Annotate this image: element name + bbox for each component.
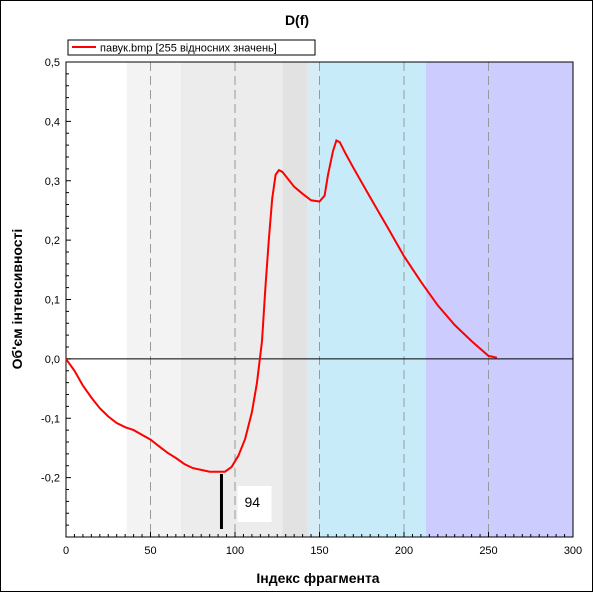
y-tick-label: 0,4 [45, 116, 60, 128]
marker-label-box [237, 486, 272, 522]
x-tick-label: 50 [144, 545, 156, 557]
background-band [126, 62, 181, 537]
legend-box [67, 39, 316, 56]
y-axis-ticks: -0,2 -0,1 0,0 0,1 0,2 0,3 0,4 0,5 [41, 57, 71, 538]
legend: павук.bmp [255 відносних значень] [67, 39, 316, 56]
marker-label: 94 [244, 494, 260, 510]
background-band [425, 62, 573, 537]
x-tick-label: 250 [479, 545, 497, 557]
grid-lines [150, 62, 489, 537]
x-tick-label: 0 [63, 545, 69, 557]
x-tick-label: 100 [226, 545, 244, 557]
series-line [65, 138, 498, 473]
legend-entry: павук.bmp [255 відносних значень] [100, 43, 277, 55]
x-tick-label: 300 [564, 545, 582, 557]
y-tick-label: -0,1 [41, 413, 60, 425]
y-tick-label: 0,1 [45, 295, 60, 307]
background-band [319, 62, 426, 537]
y-axis-title: Об'єм інтенсивності [9, 229, 25, 370]
x-axis-title: Індекс фрагмента [256, 570, 379, 586]
y-tick-label: -0,2 [41, 473, 60, 485]
y-tick-label: 0,5 [45, 57, 60, 69]
x-axis-ticks: 0 50 100 150 200 250 300 [63, 532, 582, 557]
background-band [307, 62, 320, 537]
y-tick-label: 0,3 [45, 176, 60, 188]
background-band [282, 62, 308, 537]
y-tick-label: 0,0 [45, 354, 60, 366]
y-tick-label: 0,2 [45, 235, 60, 247]
x-tick-label: 150 [310, 545, 328, 557]
chart-title: D(f) [285, 12, 309, 28]
x-tick-label: 200 [395, 545, 413, 557]
